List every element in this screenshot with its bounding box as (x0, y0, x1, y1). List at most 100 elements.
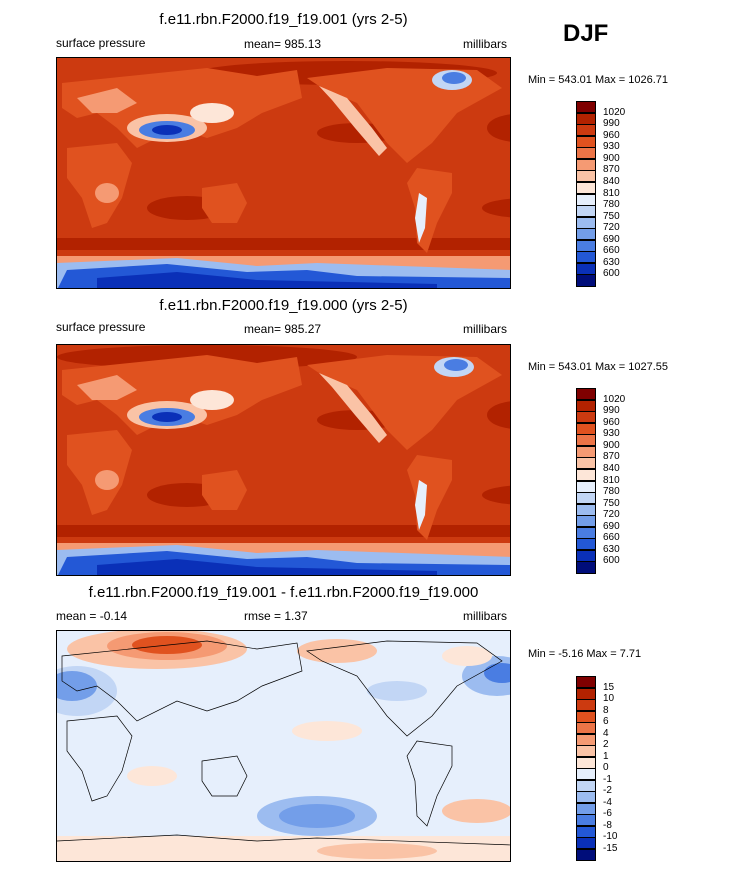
panel-2-units-label: millibars (463, 322, 508, 336)
colorbar-swatch (576, 193, 596, 206)
colorbar-tick-label: 870 (603, 164, 620, 176)
colorbar-tick-label: 8 (603, 704, 609, 716)
colorbar-tick-label: 1 (603, 750, 609, 762)
panel-2-title: f.e11.rbn.F2000.f19_f19.000 (yrs 2-5) (159, 297, 408, 314)
colorbar-swatch (576, 779, 596, 792)
panel-3-rmse-label: rmse = 1.37 (244, 609, 308, 623)
colorbar-swatch (576, 239, 596, 252)
south-atlantic-positive (442, 799, 510, 823)
colorbar-swatch (576, 733, 596, 746)
colorbar-tick-label: -10 (603, 831, 618, 842)
colorbar-swatch (576, 388, 596, 401)
colorbar-tick-label: -2 (603, 785, 612, 796)
europe-mid (77, 88, 137, 113)
colorbar-tick-label: 750 (603, 210, 620, 222)
greenland (442, 72, 466, 84)
colorbar-tick-label: 900 (603, 439, 620, 451)
colorbar-swatch (576, 825, 596, 838)
colorbar-swatch (576, 768, 596, 780)
panel-1-title: f.e11.rbn.F2000.f19_f19.001 (yrs 2-5) (159, 11, 408, 28)
panel-3-map (56, 630, 511, 862)
colorbar-swatch (576, 802, 596, 815)
europe-mid (77, 375, 137, 400)
colorbar-tick-label: 840 (603, 175, 620, 187)
colorbar-tick-label: 990 (603, 118, 620, 130)
colorbar-tick-label: 10 (603, 693, 615, 704)
panel-1-map (56, 57, 511, 289)
colorbar-swatch (576, 457, 596, 470)
panel-3-mean-label: mean = -0.14 (56, 609, 128, 623)
panel-2-mean-label: mean= 985.27 (244, 322, 322, 336)
colorbar-swatch (576, 411, 596, 424)
colorbar-swatch (576, 399, 596, 412)
eurasia (62, 355, 302, 435)
colorbar-tick-label: 1020 (603, 393, 626, 405)
colorbar-swatch (576, 274, 596, 287)
colorbar-swatch (576, 181, 596, 194)
colorbar-tick-label: 690 (603, 520, 620, 532)
tibet-core (152, 125, 182, 135)
colorbar-swatch (576, 526, 596, 539)
panel-3-colorbar: 15 10 8 6 4 2 1 0 -1 -2 -4 -6 -8 -10 -15 (576, 676, 617, 861)
colorbar-swatch (576, 814, 596, 826)
colorbar-swatch (576, 445, 596, 458)
colorbar-tick-label: 930 (603, 141, 620, 153)
colorbar-swatch (576, 837, 596, 849)
australia (202, 470, 247, 510)
colorbar-swatch (576, 503, 596, 516)
panel-3-units-label: millibars (463, 609, 508, 623)
colorbar-tick-label: -6 (603, 808, 612, 819)
atlantic-high (487, 114, 510, 142)
greenland (444, 359, 468, 371)
colorbar-swatch (576, 251, 596, 264)
colorbar-swatch (576, 262, 596, 275)
africa-highlands (95, 183, 119, 203)
colorbar-tick-label: 2 (603, 739, 609, 750)
atlantic-high (487, 401, 510, 429)
colorbar-tick-label: 660 (603, 245, 620, 257)
surface-pressure-map-000 (57, 345, 510, 575)
africa-highlands (95, 470, 119, 490)
rockies (319, 86, 387, 156)
colorbar-swatch (576, 745, 596, 757)
tibet-core (152, 412, 182, 422)
colorbar-swatch (576, 422, 596, 435)
antarctica-core (97, 559, 437, 575)
southern-belt (57, 525, 510, 537)
colorbar-tick-label: 990 (603, 405, 620, 417)
panel-2-minmax: Min = 543.01 Max = 1027.55 (528, 361, 669, 373)
colorbar-tick-label: 720 (603, 509, 620, 521)
colorbar-swatch (576, 515, 596, 528)
colorbar-tick-label: 630 (603, 256, 620, 268)
colorbar-swatch (576, 710, 596, 723)
colorbar-tick-label: -8 (603, 819, 612, 831)
indian-positive (127, 766, 177, 786)
colorbar-tick-label: 6 (603, 716, 609, 727)
colorbar-swatch (576, 722, 596, 734)
na-negative (367, 681, 427, 701)
colorbar-tick-label: -15 (603, 842, 618, 854)
antarctic-positive-core (317, 843, 437, 859)
colorbar-swatch (576, 676, 596, 688)
panel-2-colorbar: 1020 990 960 930 900 870 840 810 780 750 720 690 660… (576, 388, 625, 574)
colorbar-tick-label: 930 (603, 428, 620, 440)
south-atlantic-high (482, 198, 510, 218)
colorbar-swatch (576, 699, 596, 711)
colorbar-tick-label: 750 (603, 497, 620, 509)
colorbar-tick-label: 780 (603, 486, 620, 498)
coastlines (57, 640, 510, 846)
colorbar-tick-label: 600 (603, 268, 620, 280)
colorbar-swatch (576, 538, 596, 551)
panel-3-minmax: Min = -5.16 Max = 7.71 (528, 648, 642, 660)
colorbar-swatch (576, 492, 596, 505)
southern-belt (57, 238, 510, 250)
panel-2-map (56, 344, 511, 576)
colorbar-tick-label: 630 (603, 543, 620, 555)
europe-negative-core (57, 671, 97, 701)
colorbar-swatch (576, 848, 596, 861)
colorbar-tick-label: 960 (603, 129, 620, 141)
colorbar-swatch (576, 228, 596, 241)
colorbar-swatch (576, 434, 596, 447)
colorbar-swatch (576, 135, 596, 148)
colorbar-swatch (576, 158, 596, 171)
